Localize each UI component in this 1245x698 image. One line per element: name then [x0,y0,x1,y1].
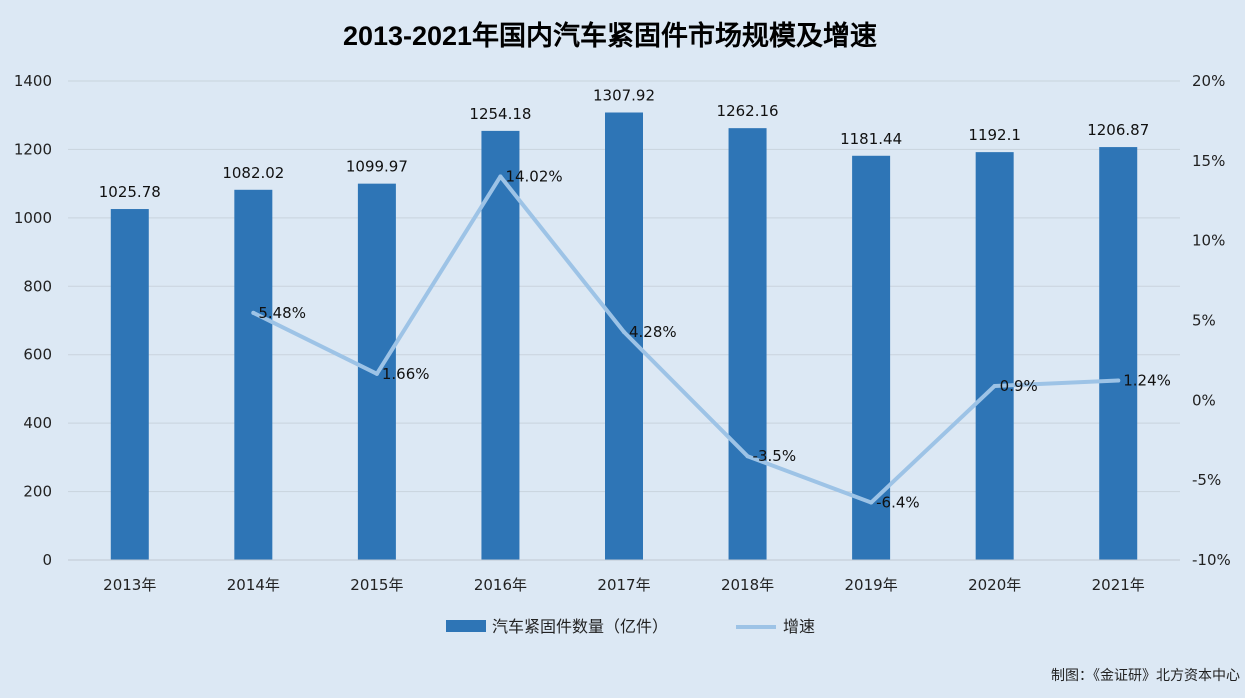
left-axis-tick-label: 600 [23,346,52,364]
growth-value-label: -3.5% [753,447,797,465]
growth-line [251,174,1121,505]
right-axis-tick-label: 10% [1192,232,1225,250]
growth-point [745,454,750,459]
right-axis-tick-label: 5% [1192,312,1216,330]
left-axis-tick-label: 400 [23,414,52,432]
bar [110,209,149,561]
left-axis-tick-label: 200 [23,483,52,501]
growth-point [498,174,503,179]
left-axis-tick-label: 800 [23,277,52,295]
growth-point [374,371,379,376]
growth-point [251,310,256,315]
right-axis-tick-label: 15% [1192,152,1225,170]
growth-value-label: 0.9% [1000,377,1038,395]
bar-value-label: 1206.87 [1087,121,1149,139]
left-axis-tick-label: 0 [42,551,52,569]
left-axis-tick-label: 1200 [14,140,52,158]
growth-point [622,329,626,334]
left-axis-tick-label: 1400 [14,72,52,90]
bar-value-label: 1025.78 [99,183,161,201]
x-axis-tick-label: 2015年 [350,576,403,594]
growth-value-label: 14.02% [505,167,562,185]
x-axis-ticks: 2013年 2014年 2015年 2016年 2017年 2018年 2019年 2020年… [68,559,1180,594]
growth-point [869,500,874,505]
right-axis-ticks: -10% -5% 0% 5% 10% 15% 20% [1192,72,1231,569]
growth-value-label: -6.4% [876,494,920,512]
right-axis-tick-label: 20% [1192,72,1225,90]
bar [605,112,643,560]
growth-value-label: 1.66% [382,365,430,383]
bar [728,128,767,561]
x-axis-tick-label: 2016年 [474,576,527,594]
right-axis-tick-label: 0% [1192,391,1216,409]
x-axis-tick-label: 2021年 [1092,576,1145,594]
legend-line-label: 增速 [783,617,815,636]
bar-value-label: 1192.1 [968,126,1021,144]
left-axis-ticks: 0 200 400 600 800 1000 1200 1400 [14,72,52,569]
growth-line-path [251,174,1121,505]
x-axis-tick-label: 2019年 [845,576,898,594]
chart-title: 2013-2021年国内汽车紧固件市场规模及增速 [343,20,877,51]
bar-value-label: 1262.16 [717,102,779,120]
bar [234,189,273,560]
x-axis-tick-label: 2018年 [721,576,774,594]
bar [481,130,520,560]
bar-value-label: 1181.44 [840,130,902,148]
bar-value-label: 1254.18 [469,105,531,123]
growth-value-label: 1.24% [1123,372,1171,390]
bar [975,152,1014,560]
source-note: 制图：《金证研》北方资本中心 [1051,668,1240,684]
x-axis-tick-label: 2013年 [103,576,156,594]
growth-value-label: 4.28% [629,323,677,341]
growth-point [992,383,997,388]
growth-value-label: 5.48% [258,304,306,322]
right-axis-tick-label: -5% [1192,471,1221,489]
x-axis-tick-label: 2014年 [227,576,280,594]
legend: 汽车紧固件数量（亿件） 增速 [446,617,815,636]
data-labels: 1025.78 1082.02 1099.97 1254.18 1307.92 1262.… [99,87,1171,512]
bar-value-label: 1307.92 [593,87,655,105]
bar-value-label: 1082.02 [222,164,284,182]
right-axis-tick-label: -10% [1192,551,1231,569]
growth-point [1116,378,1121,383]
bar-value-label: 1099.97 [346,158,408,176]
legend-bar-label: 汽车紧固件数量（亿件） [492,617,668,636]
x-axis-tick-label: 2017年 [597,576,650,594]
left-axis-tick-label: 1000 [14,209,52,227]
legend-bar-swatch [446,620,486,632]
bar [1099,147,1138,560]
x-axis-tick-label: 2020年 [968,576,1021,594]
